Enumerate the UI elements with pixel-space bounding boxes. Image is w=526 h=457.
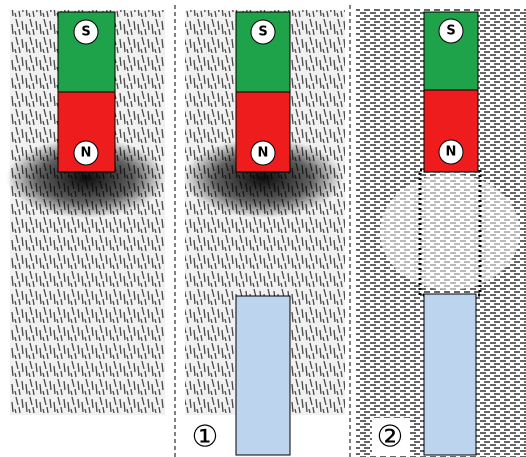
panel-label: ① [192,420,219,455]
panel-2: S N ① [183,10,345,455]
panel-label: ② [377,420,404,455]
unknown-block [424,294,476,455]
field-gap [380,174,520,290]
diagram: S N S N ① S N ② [0,0,526,457]
pole-label: N [81,146,92,161]
unknown-block [236,296,290,455]
pole-label: S [446,24,455,39]
panel-1: S N [6,10,166,415]
pole-label: N [446,145,457,160]
pole-label: S [258,25,267,40]
pole-label: S [81,25,90,40]
panel-3: S N ② [356,8,526,457]
pole-label: N [258,146,269,161]
